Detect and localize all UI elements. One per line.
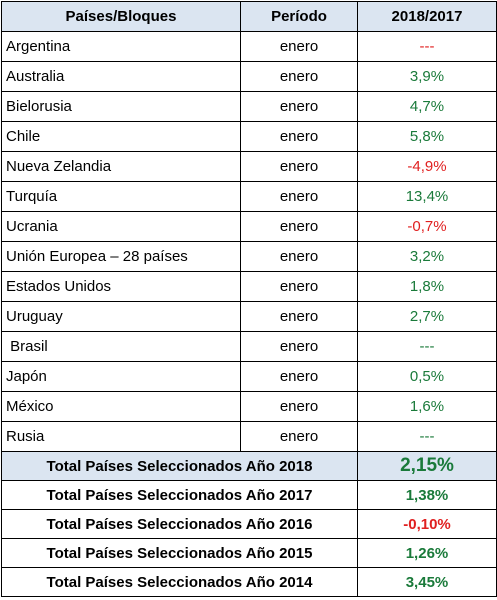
country-cell: Unión Europea – 28 países <box>1 241 241 272</box>
total-row: Total Países Seleccionados Año 2014 3,45% <box>1 567 497 597</box>
country-cell: Bielorusia <box>1 91 241 122</box>
country-cell: Estados Unidos <box>1 271 241 302</box>
period-cell: enero <box>240 61 358 92</box>
table-row: Argentina enero --- <box>1 31 497 62</box>
country-cell: Japón <box>1 361 241 392</box>
country-cell: Nueva Zelandia <box>1 151 241 182</box>
value-cell: 3,9% <box>357 61 497 92</box>
table-row: Uruguay enero 2,7% <box>1 301 497 332</box>
table-row: Brasil enero --- <box>1 331 497 362</box>
period-cell: enero <box>240 31 358 62</box>
country-cell: Australia <box>1 61 241 92</box>
table-row: Ucrania enero -0,7% <box>1 211 497 242</box>
period-cell: enero <box>240 271 358 302</box>
value-cell: 0,5% <box>357 361 497 392</box>
table-row: Unión Europea – 28 países enero 3,2% <box>1 241 497 272</box>
header-ratio: 2018/2017 <box>357 1 497 32</box>
value-cell: --- <box>357 331 497 362</box>
total-value: -0,10% <box>357 509 497 539</box>
country-cell: Brasil <box>1 331 241 362</box>
country-cell: Turquía <box>1 181 241 212</box>
period-cell: enero <box>240 91 358 122</box>
table-row: Japón enero 0,5% <box>1 361 497 392</box>
table-header: Países/Bloques Período 2018/2017 <box>1 1 497 32</box>
table-totals: Total Países Seleccionados Año 2018 2,15%… <box>1 451 497 597</box>
total-label: Total Países Seleccionados Año 2014 <box>1 567 358 597</box>
header-row: Países/Bloques Período 2018/2017 <box>1 1 497 32</box>
value-cell: 4,7% <box>357 91 497 122</box>
total-row: Total Países Seleccionados Año 2018 2,15% <box>1 451 497 481</box>
period-cell: enero <box>240 211 358 242</box>
value-cell: --- <box>357 31 497 62</box>
value-cell: -4,9% <box>357 151 497 182</box>
total-label: Total Países Seleccionados Año 2016 <box>1 509 358 539</box>
table-row: Bielorusia enero 4,7% <box>1 91 497 122</box>
total-label: Total Países Seleccionados Año 2018 <box>1 451 358 481</box>
total-label: Total Países Seleccionados Año 2017 <box>1 480 358 510</box>
table-row: Turquía enero 13,4% <box>1 181 497 212</box>
table-row: Chile enero 5,8% <box>1 121 497 152</box>
total-row: Total Países Seleccionados Año 2017 1,38% <box>1 480 497 510</box>
value-cell: --- <box>357 421 497 452</box>
total-row: Total Países Seleccionados Año 2016 -0,10… <box>1 509 497 539</box>
table-row: Rusia enero --- <box>1 421 497 452</box>
value-cell: 3,2% <box>357 241 497 272</box>
value-cell: 13,4% <box>357 181 497 212</box>
period-cell: enero <box>240 301 358 332</box>
header-period: Período <box>240 1 358 32</box>
value-cell: -0,7% <box>357 211 497 242</box>
value-cell: 5,8% <box>357 121 497 152</box>
value-cell: 2,7% <box>357 301 497 332</box>
table-body: Argentina enero --- Australia enero 3,9% Bie… <box>1 31 497 452</box>
total-value: 2,15% <box>357 451 497 481</box>
country-cell: Ucrania <box>1 211 241 242</box>
total-row: Total Países Seleccionados Año 2015 1,26% <box>1 538 497 568</box>
country-cell: Chile <box>1 121 241 152</box>
table-row: Australia enero 3,9% <box>1 61 497 92</box>
country-cell: México <box>1 391 241 422</box>
country-cell: Uruguay <box>1 301 241 332</box>
header-countries: Países/Bloques <box>1 1 241 32</box>
total-value: 3,45% <box>357 567 497 597</box>
total-label: Total Países Seleccionados Año 2015 <box>1 538 358 568</box>
table-row: Nueva Zelandia enero -4,9% <box>1 151 497 182</box>
country-cell: Rusia <box>1 421 241 452</box>
period-cell: enero <box>240 361 358 392</box>
period-cell: enero <box>240 181 358 212</box>
period-cell: enero <box>240 421 358 452</box>
country-cell: Argentina <box>1 31 241 62</box>
period-cell: enero <box>240 331 358 362</box>
period-cell: enero <box>240 241 358 272</box>
period-cell: enero <box>240 121 358 152</box>
table-row: Estados Unidos enero 1,8% <box>1 271 497 302</box>
table-row: México enero 1,6% <box>1 391 497 422</box>
period-cell: enero <box>240 151 358 182</box>
period-cell: enero <box>240 391 358 422</box>
value-cell: 1,8% <box>357 271 497 302</box>
value-cell: 1,6% <box>357 391 497 422</box>
total-value: 1,38% <box>357 480 497 510</box>
total-value: 1,26% <box>357 538 497 568</box>
